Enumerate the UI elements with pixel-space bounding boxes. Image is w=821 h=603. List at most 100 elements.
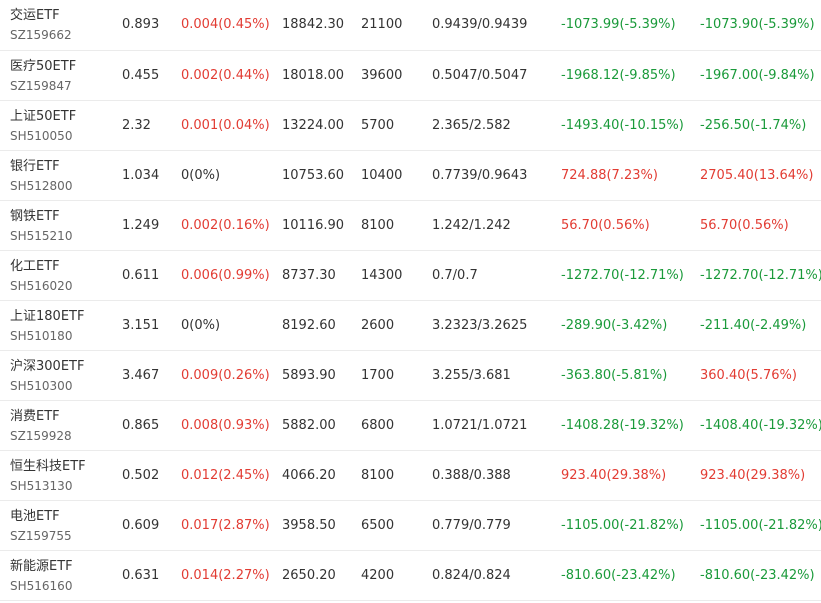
change-cell: 0.012(2.45%)	[181, 468, 270, 483]
flow1-cell: -1493.40(-10.15%)	[561, 118, 684, 133]
fund-name-cell[interactable]: 交运ETF SZ159662	[10, 8, 72, 43]
table-row[interactable]: 新能源ETF SH516160 0.631 0.014(2.27%) 2650.…	[0, 551, 821, 601]
volume-cell: 21100	[361, 17, 403, 32]
fund-name-cell[interactable]: 新能源ETF SH516160	[10, 559, 73, 594]
bid-ask-cell: 0.7739/0.9643	[432, 168, 528, 183]
table-row[interactable]: 上证50ETF SH510050 2.32 0.001(0.04%) 13224…	[0, 101, 821, 151]
table-row[interactable]: 银行ETF SH512800 1.034 0(0%) 10753.60 1040…	[0, 151, 821, 201]
table-row[interactable]: 化工ETF SH516020 0.611 0.006(0.99%) 8737.3…	[0, 251, 821, 301]
flow2-cell: -211.40(-2.49%)	[700, 318, 807, 333]
volume-cell: 4200	[361, 568, 395, 583]
amount-cell: 10116.90	[282, 218, 345, 233]
fund-code: SH510180	[10, 329, 73, 343]
fund-code: SH512800	[10, 179, 73, 193]
change-cell: 0.006(0.99%)	[181, 268, 270, 283]
fund-name[interactable]: 沪深300ETF	[10, 359, 85, 374]
change-cell: 0(0%)	[181, 318, 221, 333]
volume-cell: 10400	[361, 168, 403, 183]
bid-ask-cell: 3.2323/3.2625	[432, 318, 528, 333]
price-cell: 1.034	[122, 168, 160, 183]
fund-code: SH510050	[10, 129, 73, 143]
table-row[interactable]: 恒生科技ETF SH513130 0.502 0.012(2.45%) 4066…	[0, 451, 821, 501]
fund-name[interactable]: 上证50ETF	[10, 109, 77, 124]
flow1-cell: -363.80(-5.81%)	[561, 368, 668, 383]
table-row[interactable]: 钢铁ETF SH515210 1.249 0.002(0.16%) 10116.…	[0, 201, 821, 251]
flow2-cell: 360.40(5.76%)	[700, 368, 797, 383]
bid-ask-cell: 0.5047/0.5047	[432, 68, 528, 83]
amount-cell: 8192.60	[282, 318, 336, 333]
volume-cell: 6500	[361, 518, 395, 533]
bid-ask-cell: 0.9439/0.9439	[432, 17, 528, 32]
price-cell: 0.893	[122, 17, 160, 32]
flow1-cell: -810.60(-23.42%)	[561, 568, 676, 583]
fund-name[interactable]: 上证180ETF	[10, 309, 85, 324]
amount-cell: 5893.90	[282, 368, 336, 383]
fund-name[interactable]: 消费ETF	[10, 409, 60, 424]
change-cell: 0.017(2.87%)	[181, 518, 270, 533]
fund-name[interactable]: 交运ETF	[10, 8, 60, 23]
fund-code: SH516020	[10, 279, 73, 293]
price-cell: 0.455	[122, 68, 160, 83]
fund-name[interactable]: 电池ETF	[10, 509, 60, 524]
flow2-cell: -1967.00(-9.84%)	[700, 68, 815, 83]
fund-name-cell[interactable]: 医疗50ETF SZ159847	[10, 59, 76, 94]
price-cell: 0.611	[122, 268, 160, 283]
price-cell: 3.151	[122, 318, 160, 333]
fund-code: SZ159928	[10, 429, 72, 443]
volume-cell: 6800	[361, 418, 395, 433]
fund-name[interactable]: 恒生科技ETF	[10, 459, 86, 474]
table-row[interactable]: 消费ETF SZ159928 0.865 0.008(0.93%) 5882.0…	[0, 401, 821, 451]
change-cell: 0(0%)	[181, 168, 221, 183]
flow1-cell: -289.90(-3.42%)	[561, 318, 668, 333]
price-cell: 3.467	[122, 368, 160, 383]
fund-name-cell[interactable]: 化工ETF SH516020	[10, 259, 72, 294]
flow2-cell: -1105.00(-21.82%)	[700, 518, 821, 533]
flow1-cell: -1105.00(-21.82%)	[561, 518, 684, 533]
change-cell: 0.014(2.27%)	[181, 568, 270, 583]
flow1-cell: -1408.28(-19.32%)	[561, 418, 684, 433]
flow1-cell: 724.88(7.23%)	[561, 168, 658, 183]
change-cell: 0.008(0.93%)	[181, 418, 270, 433]
fund-name-cell[interactable]: 上证50ETF SH510050	[10, 109, 76, 144]
change-cell: 0.001(0.04%)	[181, 118, 270, 133]
table-row[interactable]: 沪深300ETF SH510300 3.467 0.009(0.26%) 589…	[0, 351, 821, 401]
bid-ask-cell: 0.388/0.388	[432, 468, 511, 483]
flow2-cell: 2705.40(13.64%)	[700, 168, 814, 183]
flow2-cell: -256.50(-1.74%)	[700, 118, 807, 133]
fund-name-cell[interactable]: 电池ETF SZ159755	[10, 509, 72, 544]
fund-name[interactable]: 化工ETF	[10, 259, 60, 274]
fund-name-cell[interactable]: 恒生科技ETF SH513130	[10, 459, 86, 494]
fund-name[interactable]: 钢铁ETF	[10, 209, 60, 224]
volume-cell: 8100	[361, 218, 395, 233]
bid-ask-cell: 0.779/0.779	[432, 518, 511, 533]
change-cell: 0.009(0.26%)	[181, 368, 270, 383]
fund-name-cell[interactable]: 上证180ETF SH510180	[10, 309, 84, 344]
amount-cell: 8737.30	[282, 268, 336, 283]
fund-name[interactable]: 银行ETF	[10, 159, 60, 174]
volume-cell: 5700	[361, 118, 395, 133]
fund-name-cell[interactable]: 消费ETF SZ159928	[10, 409, 72, 444]
flow1-cell: 923.40(29.38%)	[561, 468, 667, 483]
amount-cell: 18842.30	[282, 17, 345, 32]
price-cell: 0.609	[122, 518, 160, 533]
table-row[interactable]: 交运ETF SZ159662 0.893 0.004(0.45%) 18842.…	[0, 0, 821, 51]
volume-cell: 2600	[361, 318, 395, 333]
fund-code: SH515210	[10, 229, 73, 243]
fund-name[interactable]: 医疗50ETF	[10, 59, 77, 74]
table-row[interactable]: 医疗50ETF SZ159847 0.455 0.002(0.44%) 1801…	[0, 51, 821, 101]
amount-cell: 10753.60	[282, 168, 345, 183]
table-row[interactable]: 电池ETF SZ159755 0.609 0.017(2.87%) 3958.5…	[0, 501, 821, 551]
fund-name-cell[interactable]: 沪深300ETF SH510300	[10, 359, 84, 394]
flow1-cell: -1968.12(-9.85%)	[561, 68, 676, 83]
change-cell: 0.002(0.44%)	[181, 68, 270, 83]
bid-ask-cell: 1.242/1.242	[432, 218, 511, 233]
flow2-cell: 923.40(29.38%)	[700, 468, 806, 483]
flow2-cell: -1073.90(-5.39%)	[700, 17, 815, 32]
fund-name-cell[interactable]: 银行ETF SH512800	[10, 159, 72, 194]
table-row[interactable]: 上证180ETF SH510180 3.151 0(0%) 8192.60 26…	[0, 301, 821, 351]
fund-name-cell[interactable]: 钢铁ETF SH515210	[10, 209, 72, 244]
fund-name[interactable]: 新能源ETF	[10, 559, 73, 574]
amount-cell: 4066.20	[282, 468, 336, 483]
price-cell: 0.502	[122, 468, 160, 483]
